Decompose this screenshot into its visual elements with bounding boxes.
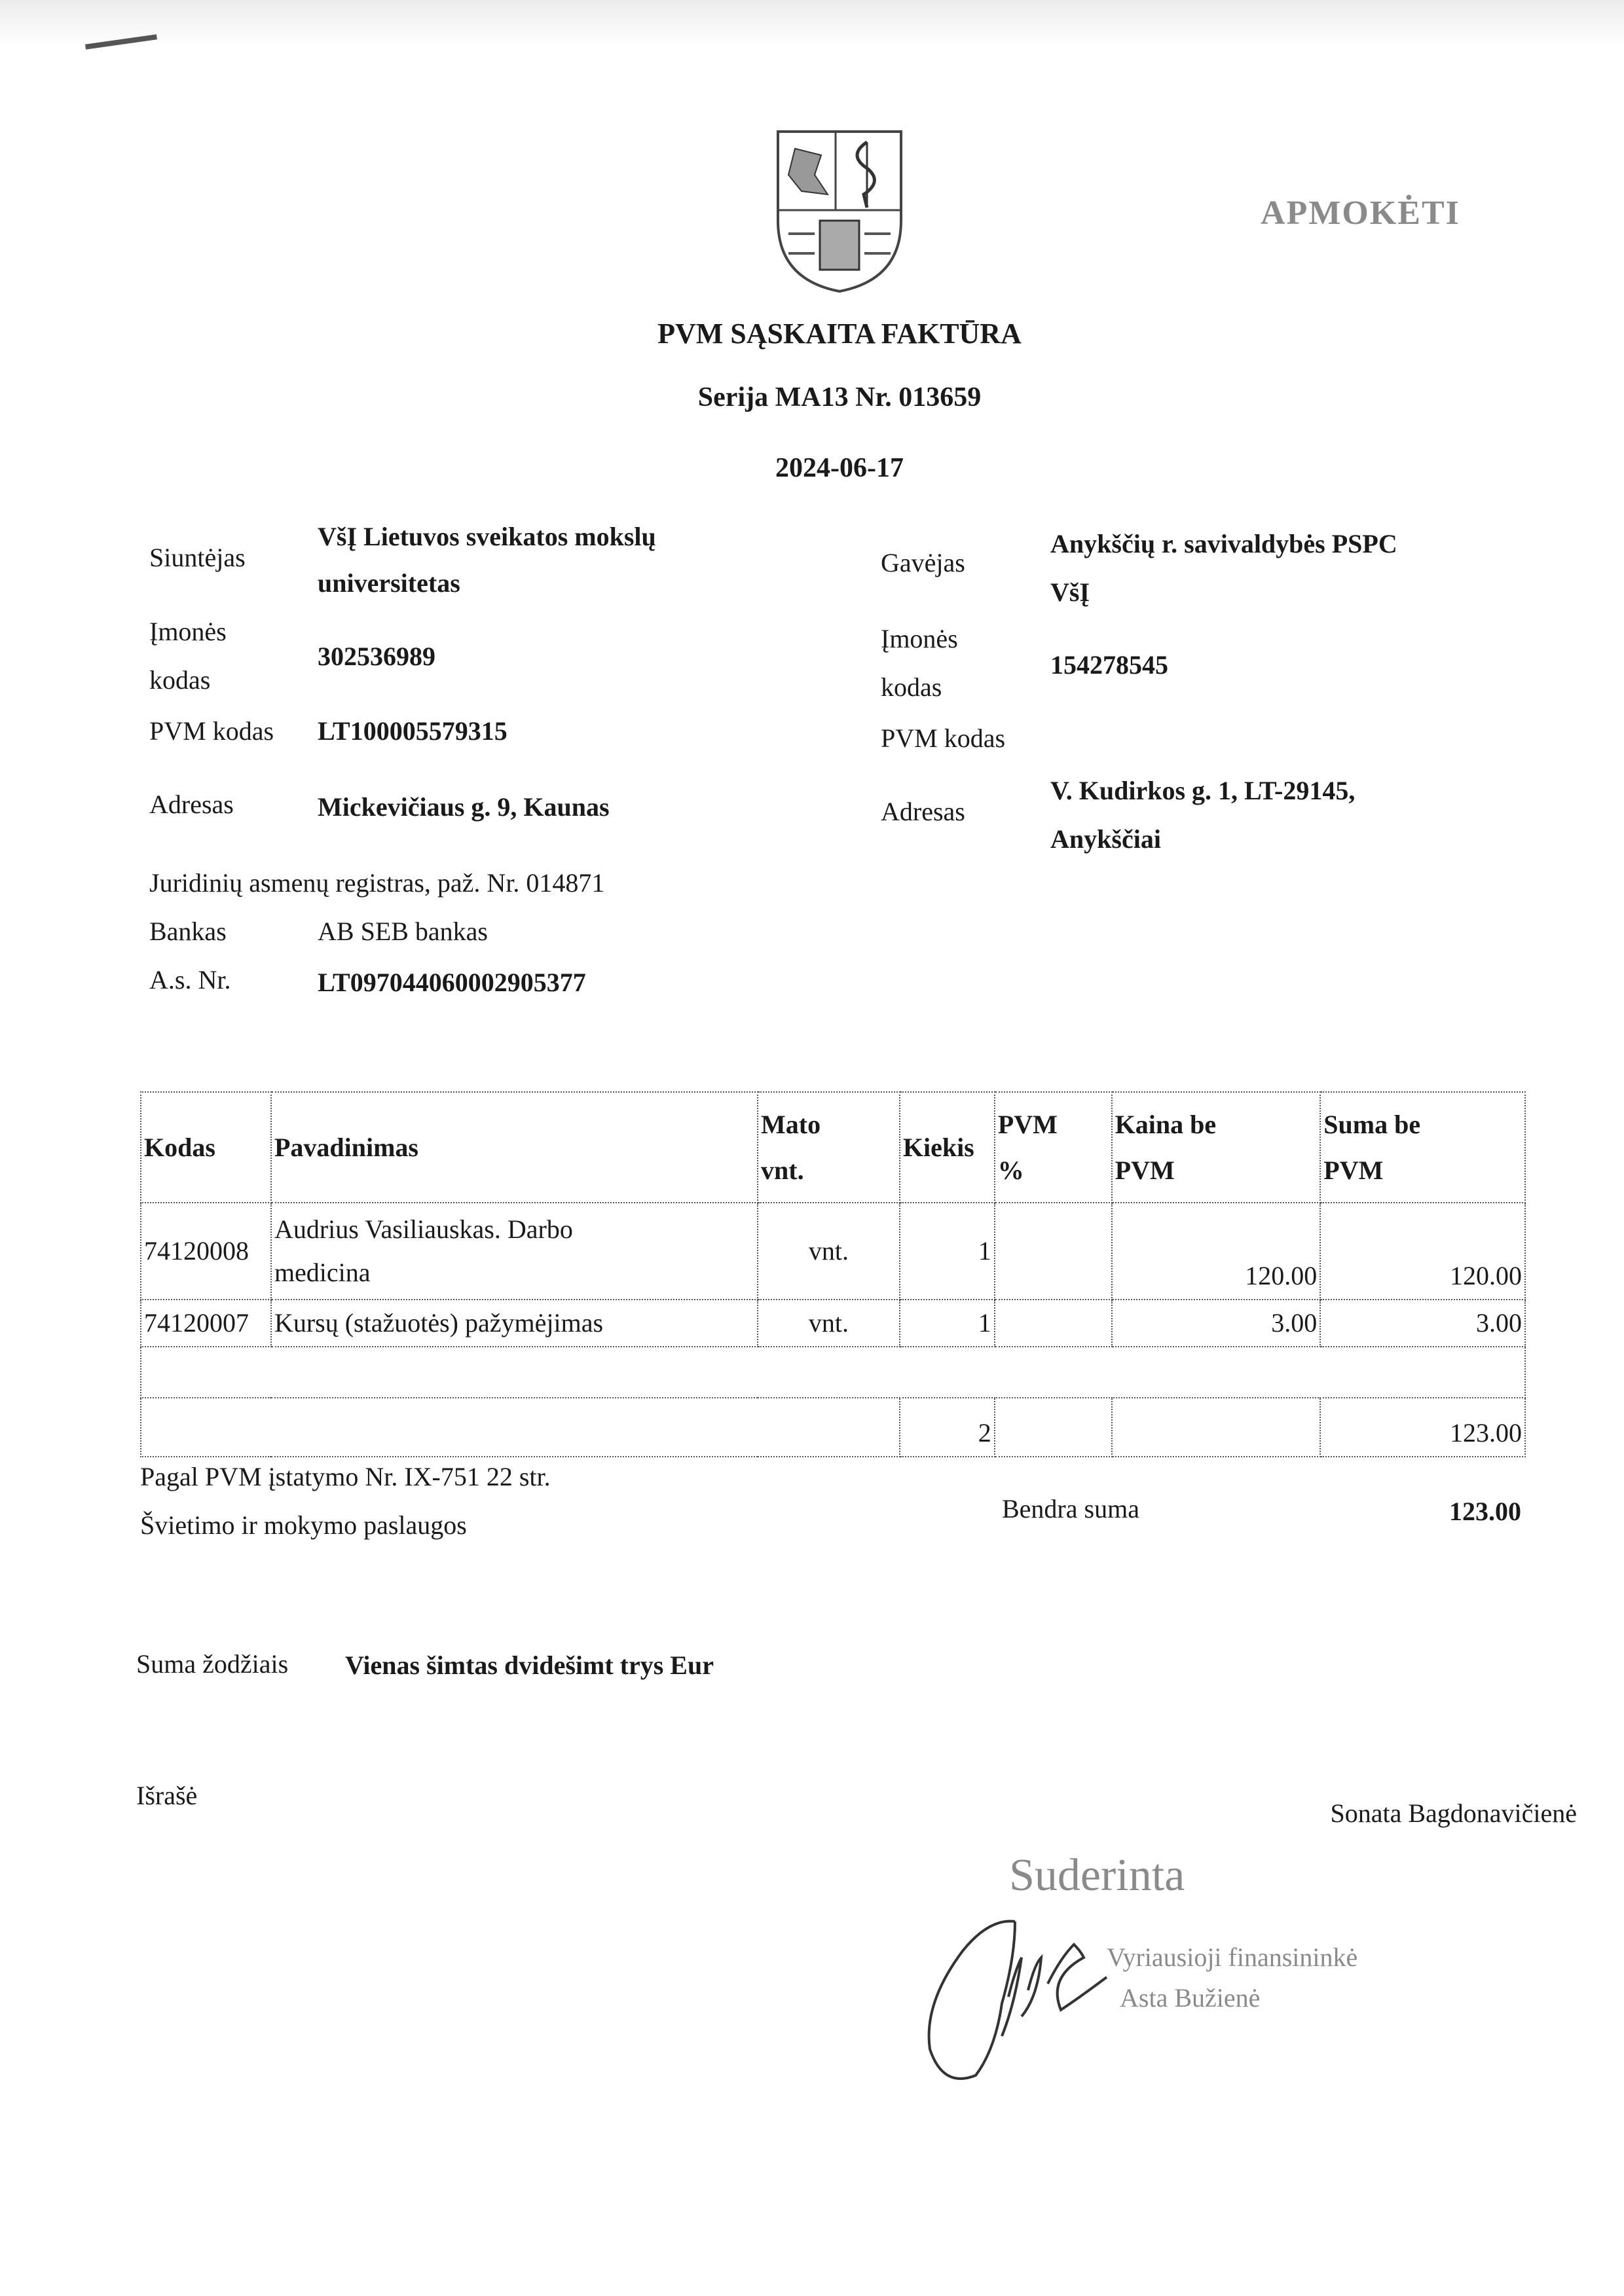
amount-in-words-label: Suma žodžiais (136, 1649, 289, 1679)
handwritten-signature (927, 1920, 1108, 2080)
row-price: 120.00 (1111, 1202, 1321, 1300)
account-number: LT097044060002905377 (318, 968, 586, 997)
row-vat (993, 1299, 1113, 1347)
totals-row: 2 123.00 (140, 1397, 1526, 1457)
invoice-series: Serija MA13 Nr. 013659 (697, 382, 982, 412)
amount-in-words: Vienas šimtas dvidešimt trys Eur (345, 1650, 714, 1680)
university-crest-icon (777, 130, 902, 293)
row-name: Kursų (stažuotės) pažymėjimas (270, 1299, 759, 1347)
row-vat (993, 1202, 1113, 1300)
row-code: 74120008 (140, 1202, 272, 1300)
header-sum: Suma be PVM (1320, 1091, 1526, 1203)
sender-vat-code: LT100005579315 (318, 716, 507, 746)
issued-by-label: Išrašė (136, 1781, 198, 1810)
total-sum: 123.00 (1320, 1397, 1526, 1457)
paid-stamp: APMOKĖTI (1261, 194, 1460, 232)
sender-registry: Juridinių asmenų registras, paž. Nr. 014… (149, 868, 605, 898)
empty-row (140, 1346, 1526, 1398)
sender-label: Siuntėjas (149, 543, 246, 572)
receiver-address-line1: V. Kudirkos g. 1, LT-29145, (1050, 776, 1356, 805)
row-qty: 1 (898, 1202, 995, 1300)
total-label: Bendra suma (1002, 1494, 1139, 1523)
vat-law-note: Pagal PVM įstatymo Nr. IX-751 22 str. (140, 1462, 551, 1491)
receiver-vat-label: PVM kodas (881, 723, 1006, 753)
invoice-items-table: Kodas Pavadinimas Mato vnt. Kiekis PVM% K… (140, 1091, 1526, 1457)
receiver-code-label-1: Įmonės (881, 624, 958, 653)
row-name: Audrius Vasiliauskas. Darbo medicina (270, 1202, 759, 1300)
sender-vat-label: PVM kodas (149, 716, 274, 746)
account-label: A.s. Nr. (149, 965, 231, 994)
row-qty: 1 (898, 1299, 995, 1347)
document-title: PVM SĄSKAITA FAKTŪRA (657, 318, 1022, 350)
row-sum: 120.00 (1320, 1202, 1526, 1300)
row-price: 3.00 (1111, 1299, 1321, 1347)
service-type-note: Švietimo ir mokymo paslaugos (140, 1510, 467, 1540)
scan-shadow (0, 0, 1624, 46)
sender-company-code: 302536989 (318, 642, 435, 671)
header-price: Kaina be PVM (1111, 1091, 1321, 1203)
issuer-name: Sonata Bagdonavičienė (1330, 1798, 1577, 1828)
sender-address-label: Adresas (149, 790, 234, 819)
sender-code-label-1: Įmonės (149, 617, 227, 646)
header-name: Pavadinimas (270, 1091, 759, 1203)
row-sum: 3.00 (1320, 1299, 1526, 1347)
bank-label: Bankas (149, 917, 227, 946)
invoice-date: 2024-06-17 (775, 453, 904, 483)
header-vat: PVM% (993, 1091, 1113, 1203)
bank-name: AB SEB bankas (318, 917, 488, 946)
receiver-name-line2: VšĮ (1050, 577, 1090, 607)
receiver-code-label-2: kodas (881, 672, 942, 702)
sender-address: Mickevičiaus g. 9, Kaunas (318, 792, 610, 822)
sender-name-line1: VšĮ Lietuvos sveikatos mokslų (318, 522, 656, 551)
header-code: Kodas (140, 1091, 272, 1203)
total-qty: 2 (898, 1397, 995, 1457)
total-value: 123.00 (1449, 1497, 1521, 1526)
receiver-address-label: Adresas (881, 797, 965, 826)
row-code: 74120007 (140, 1299, 272, 1347)
sender-code-label-2: kodas (149, 665, 211, 695)
receiver-label: Gavėjas (881, 548, 965, 577)
row-unit: vnt. (757, 1299, 900, 1347)
approval-stamp-title: Suderinta (1009, 1850, 1185, 1901)
header-unit: Mato vnt. (757, 1091, 900, 1203)
sender-name-line2: universitetas (318, 568, 460, 598)
table-row: 74120008 Audrius Vasiliauskas. Darbo medi… (140, 1202, 1526, 1300)
approval-name: Asta Bužienė (1120, 1983, 1261, 2013)
header-qty: Kiekis (898, 1091, 995, 1203)
receiver-address-line2: Anykščiai (1050, 824, 1161, 854)
receiver-name-line1: Anykščių r. savivaldybės PSPC (1050, 529, 1397, 558)
receiver-company-code: 154278545 (1050, 650, 1168, 680)
table-header-row: Kodas Pavadinimas Mato vnt. Kiekis PVM% K… (140, 1091, 1526, 1203)
table-row: 74120007 Kursų (stažuotės) pažymėjimas v… (140, 1299, 1526, 1347)
row-unit: vnt. (757, 1202, 900, 1300)
approval-role: Vyriausioji finansininkė (1107, 1942, 1358, 1972)
